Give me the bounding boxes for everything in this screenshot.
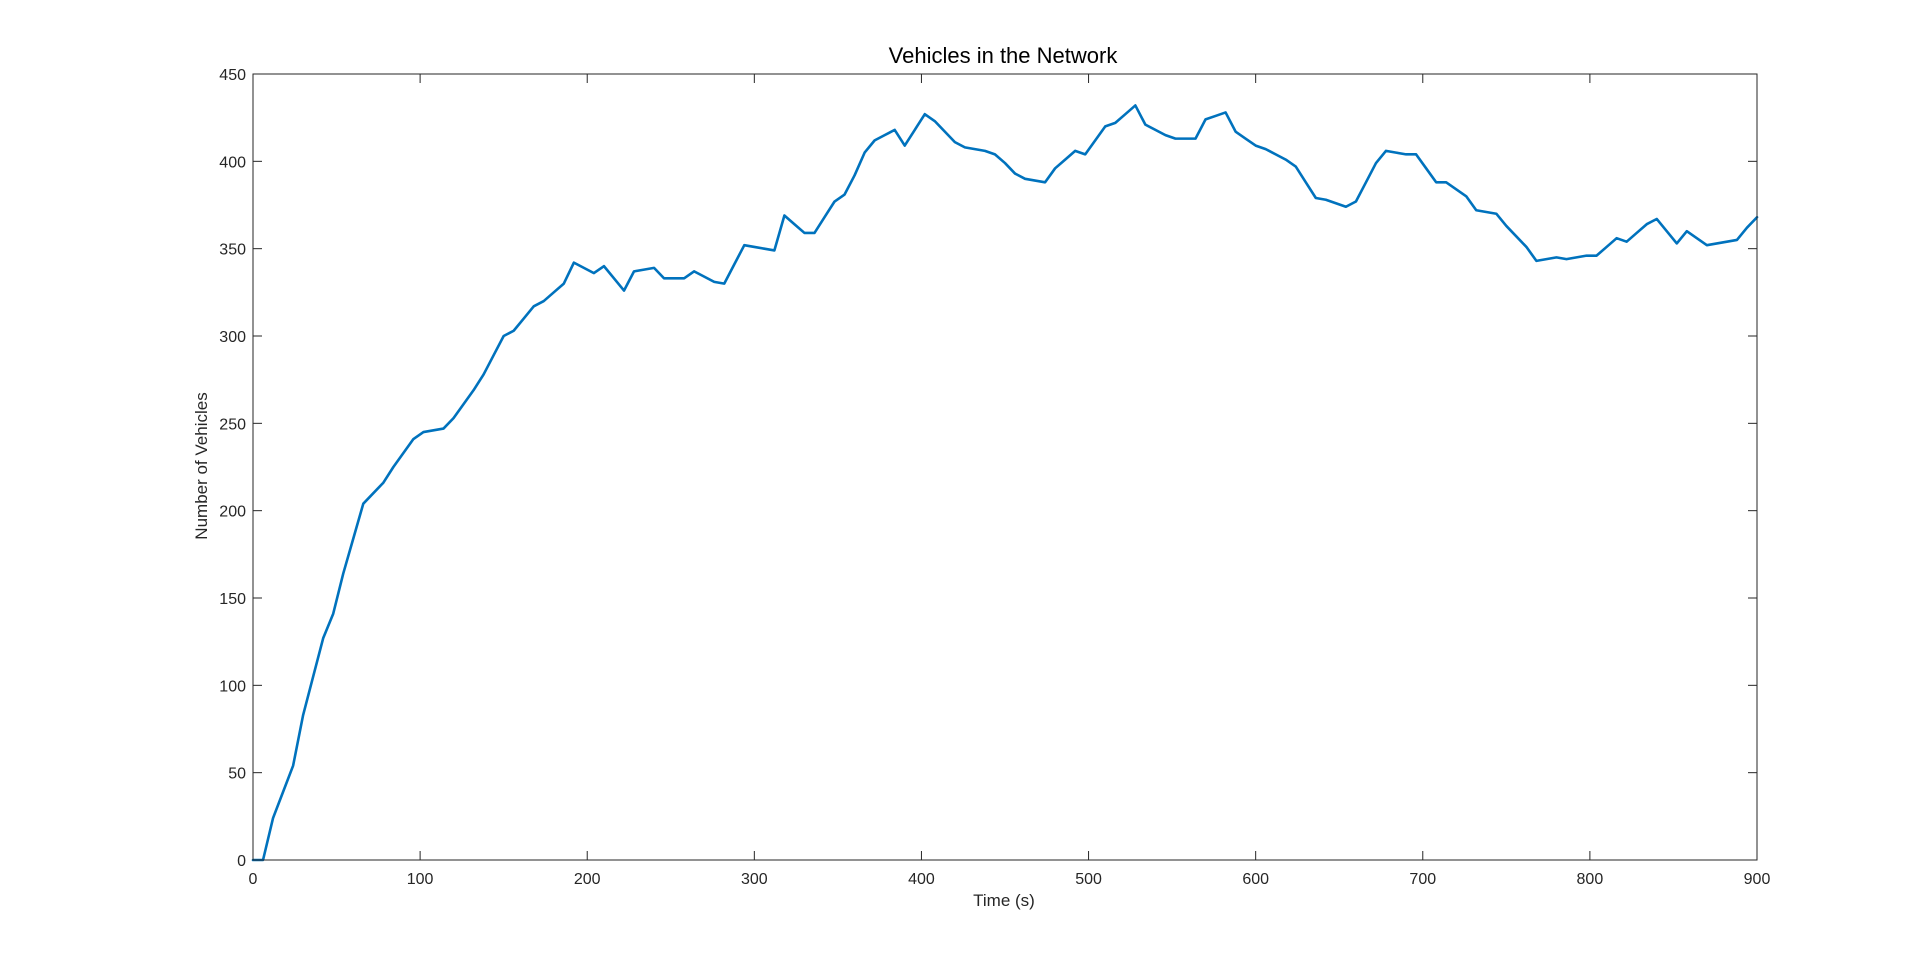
x-tick-label: 200 <box>574 871 601 888</box>
axes-box <box>252 73 1758 861</box>
y-tick-label: 200 <box>219 504 246 521</box>
x-tick-label: 400 <box>908 871 935 888</box>
y-tick-label: 50 <box>228 766 246 783</box>
y-tick-label: 350 <box>219 242 246 259</box>
x-tick-label: 900 <box>1744 871 1771 888</box>
axis-ticks: 0 100 200 300 400 500 600 700 800 900 0 50 100 150 200… <box>219 67 1770 888</box>
y-tick-label: 450 <box>219 67 246 84</box>
y-tick-label: 250 <box>219 416 246 433</box>
x-tick-label: 500 <box>1075 871 1102 888</box>
y-tick-label: 0 <box>237 853 246 870</box>
series-line <box>251 104 1759 862</box>
y-tick-label: 300 <box>219 329 246 346</box>
x-tick-label: 800 <box>1577 871 1604 888</box>
plot-area <box>251 104 1759 862</box>
chart-title: Vehicles in the Network <box>889 43 1119 68</box>
x-tick-label: 0 <box>249 871 258 888</box>
y-tick-label: 400 <box>219 154 246 171</box>
x-tick-label: 100 <box>407 871 434 888</box>
x-tick-label: 700 <box>1409 871 1436 888</box>
x-axis-label: Time (s) <box>973 891 1035 910</box>
y-tick-label: 100 <box>219 678 246 695</box>
x-tick-label: 600 <box>1242 871 1269 888</box>
y-tick-label: 150 <box>219 591 246 608</box>
y-axis-label: Number of Vehicles <box>192 392 211 539</box>
x-tick-label: 300 <box>741 871 768 888</box>
